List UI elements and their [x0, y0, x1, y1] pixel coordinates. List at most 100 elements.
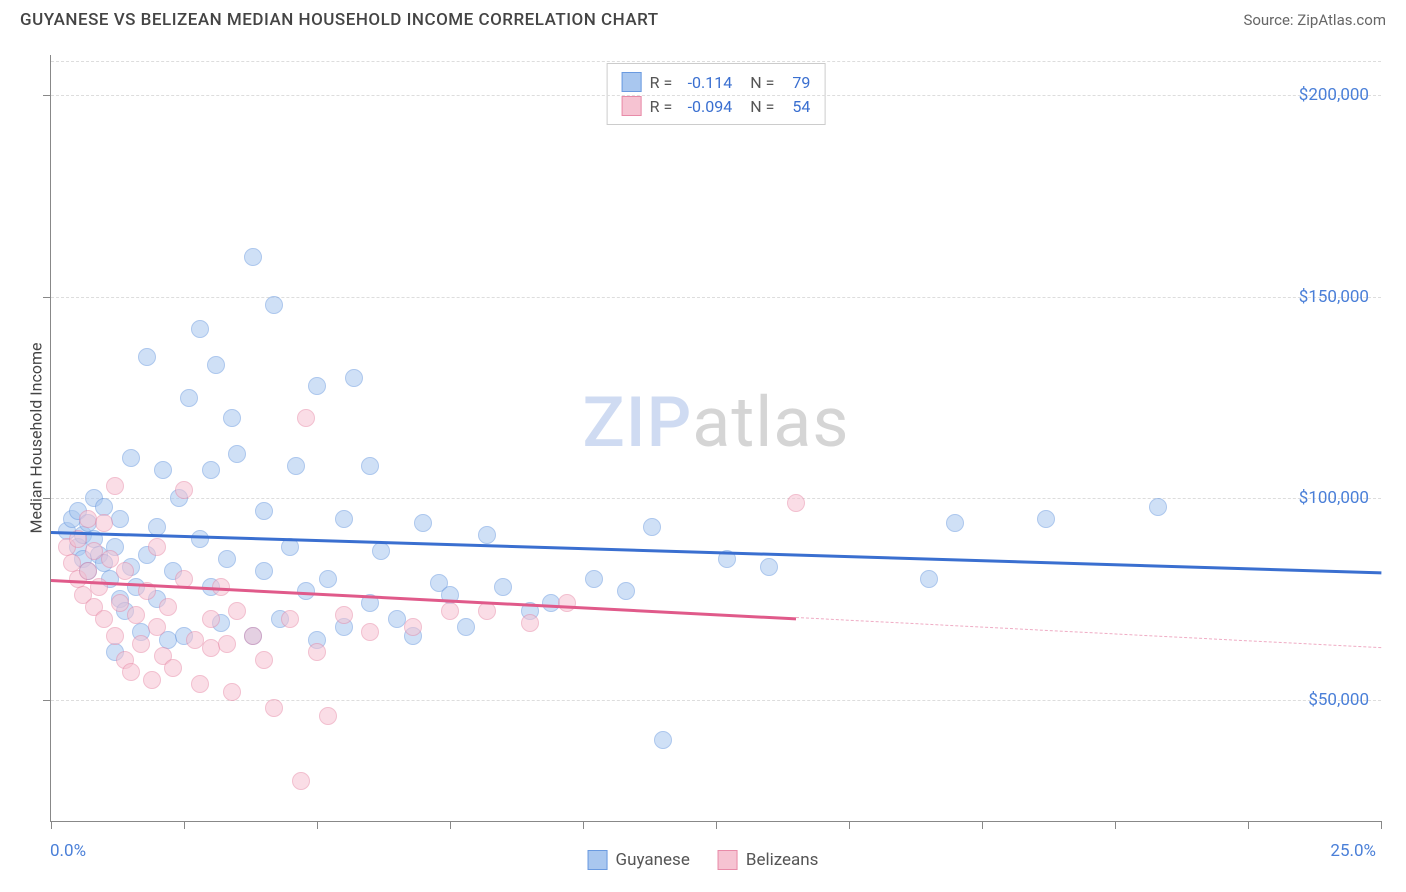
data-point [154, 461, 172, 479]
trend-line-extrapolated [796, 617, 1381, 648]
data-point [308, 377, 326, 395]
data-point [478, 602, 496, 620]
gridline [51, 95, 1381, 96]
data-point [478, 526, 496, 544]
data-point [180, 389, 198, 407]
data-point [223, 409, 241, 427]
correlation-stats-box: R =-0.114N =79R =-0.094N =54 [607, 63, 826, 125]
data-point [281, 610, 299, 628]
data-point [654, 731, 672, 749]
data-point [372, 542, 390, 560]
data-point [297, 409, 315, 427]
data-point [441, 602, 459, 620]
data-point [319, 570, 337, 588]
data-point [265, 296, 283, 314]
data-point [265, 699, 283, 717]
data-point [111, 510, 129, 528]
data-point [404, 618, 422, 636]
y-tick-label: $200,000 [1299, 85, 1369, 105]
data-point [287, 457, 305, 475]
data-point [228, 602, 246, 620]
source-attribution: Source: ZipAtlas.com [1243, 11, 1386, 29]
data-point [255, 502, 273, 520]
data-point [457, 618, 475, 636]
data-point [116, 562, 134, 580]
data-point [319, 707, 337, 725]
data-point [361, 457, 379, 475]
gridline [51, 297, 1381, 298]
gridline [51, 700, 1381, 701]
data-point [143, 671, 161, 689]
data-point [335, 510, 353, 528]
data-point [159, 598, 177, 616]
data-point [1149, 498, 1167, 516]
stats-row: R =-0.114N =79 [622, 70, 811, 94]
legend-item-guyanese: Guyanese [588, 850, 690, 870]
data-point [191, 530, 209, 548]
stats-swatch-icon [622, 96, 642, 116]
data-point [494, 578, 512, 596]
data-point [345, 369, 363, 387]
data-point [202, 461, 220, 479]
data-point [95, 514, 113, 532]
data-point [148, 618, 166, 636]
x-axis-max-label: 25.0% [1330, 841, 1376, 861]
data-point [106, 477, 124, 495]
data-point [643, 518, 661, 536]
x-axis-min-label: 0.0% [50, 841, 86, 861]
data-point [292, 772, 310, 790]
data-point [191, 675, 209, 693]
data-point [175, 481, 193, 499]
data-point [228, 445, 246, 463]
data-point [79, 562, 97, 580]
data-point [308, 643, 326, 661]
y-tick-label: $50,000 [1308, 690, 1369, 710]
data-point [244, 627, 262, 645]
y-tick-label: $100,000 [1299, 488, 1369, 508]
data-point [132, 635, 150, 653]
gridline [51, 498, 1381, 499]
data-point [207, 356, 225, 374]
data-point [148, 538, 166, 556]
stats-swatch-icon [622, 72, 642, 92]
data-point [760, 558, 778, 576]
data-point [946, 514, 964, 532]
data-point [414, 514, 432, 532]
y-tick-label: $150,000 [1299, 287, 1369, 307]
data-point [164, 659, 182, 677]
data-point [95, 610, 113, 628]
data-point [218, 635, 236, 653]
data-point [617, 582, 635, 600]
series-legend: Guyanese Belizeans [588, 850, 819, 870]
trend-line [51, 531, 1381, 574]
data-point [787, 494, 805, 512]
data-point [148, 518, 166, 536]
data-point [585, 570, 603, 588]
data-point [244, 248, 262, 266]
watermark: ZIPatlas [583, 382, 850, 464]
data-point [558, 594, 576, 612]
data-point [101, 550, 119, 568]
data-point [127, 606, 145, 624]
legend-swatch-icon [718, 850, 738, 870]
legend-item-belizeans: Belizeans [718, 850, 819, 870]
legend-label: Guyanese [616, 850, 690, 870]
data-point [122, 663, 140, 681]
data-point [202, 610, 220, 628]
data-point [191, 320, 209, 338]
data-point [361, 623, 379, 641]
data-point [255, 562, 273, 580]
data-point [138, 348, 156, 366]
data-point [223, 683, 241, 701]
y-axis-title: Median Household Income [27, 343, 46, 534]
data-point [111, 594, 129, 612]
data-point [122, 449, 140, 467]
data-point [335, 606, 353, 624]
data-point [106, 627, 124, 645]
data-point [255, 651, 273, 669]
chart-title: GUYANESE VS BELIZEAN MEDIAN HOUSEHOLD IN… [20, 10, 659, 30]
legend-label: Belizeans [746, 850, 819, 870]
stats-row: R =-0.094N =54 [622, 94, 811, 118]
data-point [1037, 510, 1055, 528]
data-point [218, 550, 236, 568]
